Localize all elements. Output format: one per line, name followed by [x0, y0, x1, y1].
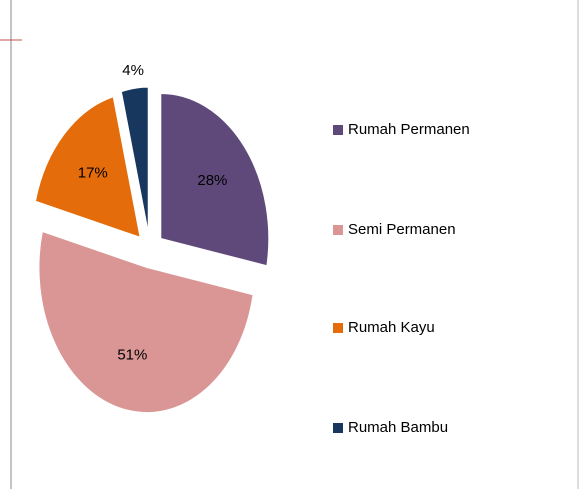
- pie-slice: [34, 96, 141, 239]
- slice-label: 17%: [78, 165, 108, 182]
- pie-slice: [38, 230, 254, 414]
- legend-label: Semi Permanen: [348, 221, 456, 238]
- legend-swatch: [333, 125, 343, 135]
- legend-label: Rumah Kayu: [348, 319, 435, 336]
- legend-swatch: [333, 423, 343, 433]
- legend-swatch: [333, 323, 343, 333]
- slice-label: 51%: [117, 346, 147, 363]
- pie-slice: [160, 93, 270, 267]
- legend-swatch: [333, 225, 343, 235]
- slice-label: 28%: [197, 172, 227, 189]
- legend-label: Rumah Permanen: [348, 121, 470, 138]
- slice-label: 4%: [122, 62, 144, 79]
- legend-label: Rumah Bambu: [348, 419, 448, 436]
- pie-slice: [120, 86, 149, 233]
